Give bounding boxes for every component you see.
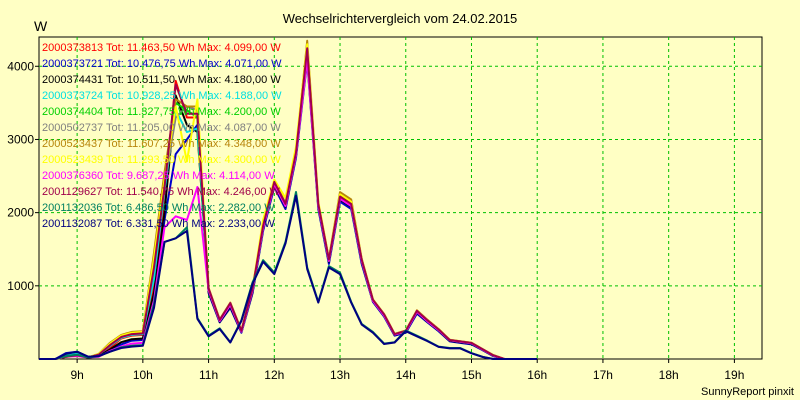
legend-entry: 2001132087 Tot: 6.331,50 Wh Max: 2.233,0… [42, 218, 275, 230]
legend-entry: 2000373724 Tot: 10.928,25 Wh Max: 4.188,… [42, 90, 282, 102]
legend-entry: 2000523439 Tot: 11.293,50 Wh Max: 4.300,… [42, 154, 281, 166]
legend-entry: 2000502737 Tot: 11.205,00 Wh Max: 4.087,… [42, 122, 281, 134]
series-line-10 [39, 47, 538, 360]
x-axis: 9h 10h 11h 12h 13h 14h 15h 16h 17h 18h 19h [70, 359, 744, 382]
x-tick-label: 16h [527, 368, 547, 382]
legend-entry: 2000374431 Tot: 10.511,50 Wh Max: 4.180,… [42, 74, 281, 86]
x-tick-label: 10h [133, 368, 153, 382]
x-tick-label: 12h [264, 368, 284, 382]
legend-entry: 2000374404 Tot: 11.327,75 Wh Max: 4.200,… [42, 106, 281, 118]
x-tick-label: 13h [330, 368, 350, 382]
chart-title: Wechselrichtervergleich vom 24.02.2015 [283, 11, 518, 26]
legend-entry: 2001132036 Tot: 6.486,50 Wh Max: 2.282,0… [42, 202, 275, 214]
plot-area [38, 36, 763, 360]
y-tick-label: 3000 [7, 132, 34, 146]
y-tick-label: 2000 [7, 206, 34, 220]
x-tick-label: 15h [461, 368, 481, 382]
legend-entry: 2000523437 Tot: 11.607,25 Wh Max: 4.348,… [42, 138, 281, 150]
y-axis: 1000 2000 3000 4000 [7, 59, 39, 293]
y-unit-label: W [34, 18, 48, 34]
series-lines [39, 39, 538, 360]
plot-frame [38, 36, 763, 360]
legend: 2000373813 Tot: 11.463,50 Wh Max: 4.099,… [42, 42, 282, 230]
x-tick-label: 9h [70, 368, 83, 382]
x-tick-label: 18h [659, 368, 679, 382]
legend-entry: 2000373721 Tot: 10.476,75 Wh Max: 4.071,… [42, 58, 282, 70]
legend-entry: 2000373813 Tot: 11.463,50 Wh Max: 4.099,… [42, 42, 281, 54]
series-line-12 [39, 194, 538, 360]
x-tick-label: 14h [396, 368, 416, 382]
y-tick-label: 4000 [7, 59, 34, 73]
legend-entry: 2001129627 Tot: 11.540,75 Wh Max: 4.246,… [42, 186, 281, 198]
legend-entry: 2000376360 Tot: 9.687,25 Wh Max: 4.114,0… [42, 170, 275, 182]
y-tick-label: 1000 [7, 279, 34, 293]
x-tick-label: 11h [199, 368, 218, 382]
footer-credit: SunnyReport pinxit [701, 386, 794, 398]
x-tick-label: 17h [593, 368, 613, 382]
x-tick-label: 19h [724, 368, 744, 382]
